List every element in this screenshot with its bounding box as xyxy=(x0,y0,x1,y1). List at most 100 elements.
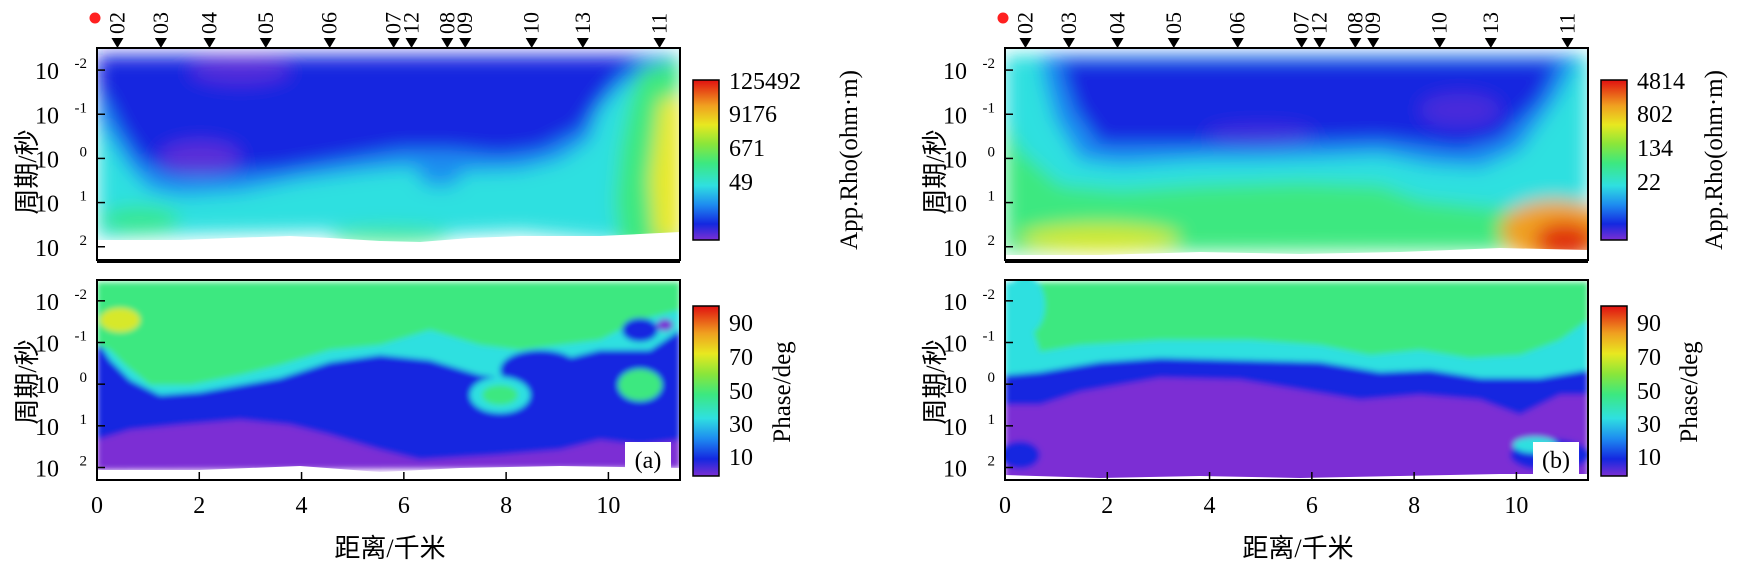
phase-y-tick-exp-b-4: 2 xyxy=(988,454,996,470)
phase-colorbar-tick-b-3: 30 xyxy=(1637,412,1661,438)
station-label-a-12: 12 xyxy=(399,12,424,34)
station-label-a-03: 03 xyxy=(148,12,173,34)
rho-colorbar-tick-b-1: 802 xyxy=(1637,102,1673,128)
station-marker-b-12 xyxy=(1313,38,1326,48)
x-tick-label-b-3: 6 xyxy=(1306,493,1318,519)
phase-y-tick-label-a-2: 10 xyxy=(35,373,59,399)
station-label-b-13: 13 xyxy=(1478,12,1503,34)
station-marker-b-13 xyxy=(1484,38,1497,48)
station-marker-a-06 xyxy=(323,38,336,48)
rho-y-tick-label-a-2: 10 xyxy=(35,147,59,173)
x-axis-b: 0 2 4 6 8 10 xyxy=(999,472,1528,519)
rho-y-tick-label-b-2: 10 xyxy=(943,147,967,173)
station-label-b-09: 09 xyxy=(1360,12,1385,34)
station-marker-a-13 xyxy=(576,38,589,48)
station-marker-a-11 xyxy=(653,38,666,48)
station-marker-a-05 xyxy=(259,38,272,48)
phase-y-tick-exp-a-3: 1 xyxy=(80,412,88,428)
phase-y-tick-label-b-3: 10 xyxy=(943,415,967,441)
station-label-a-04: 04 xyxy=(197,12,222,34)
x-tick-label-b-1: 2 xyxy=(1101,493,1113,519)
station-label-a-06: 06 xyxy=(317,12,342,34)
rho-y-tick-exp-b-1: -1 xyxy=(983,100,996,116)
x-tick-label-a-5: 10 xyxy=(596,493,620,519)
rho-y-tick-exp-a-1: -1 xyxy=(75,100,88,116)
panel-label-b: (b) xyxy=(1542,448,1570,474)
rho-y-tick-exp-a-2: 0 xyxy=(80,144,88,160)
station-marker-b-04 xyxy=(1111,38,1124,48)
station-label-a-07: 07 xyxy=(381,12,406,34)
phase-colorbar-b xyxy=(1600,305,1628,477)
rho-y-tick-label-a-1: 10 xyxy=(35,103,59,129)
rho-frame-a xyxy=(96,47,681,261)
station-label-b-11: 11 xyxy=(1555,13,1580,34)
rho-y-tick-label-b-4: 10 xyxy=(943,236,967,262)
phase-y-tick-exp-a-2: 0 xyxy=(80,370,88,386)
x-tick-label-b-4: 8 xyxy=(1408,493,1420,519)
phase-colorbar-tick-b-1: 70 xyxy=(1637,345,1661,371)
station-label-a-13: 13 xyxy=(570,12,595,34)
station-label-b-05: 05 xyxy=(1161,12,1186,34)
phase-y-tick-exp-b-2: 0 xyxy=(988,370,996,386)
station-label-b-02: 02 xyxy=(1012,12,1037,34)
y-axis-phase-a: 10 -2 10 -1 10 0 10 1 10 2 xyxy=(35,287,105,483)
phase-y-tick-exp-b-0: -2 xyxy=(983,287,996,303)
x-label-b: 距离/千米 xyxy=(1242,534,1353,563)
rho-colorbar-a xyxy=(692,79,720,241)
rho-section-b xyxy=(1005,48,1588,260)
station-label-b-06: 06 xyxy=(1225,12,1250,34)
rho-colorbar-ticks-a: 125492 9176 671 49 xyxy=(729,69,801,196)
rho-colorbar-ticks-b: 4814 802 134 22 xyxy=(1637,69,1685,196)
station-marker-b-08 xyxy=(1349,38,1362,48)
rho-colorbar-tick-b-3: 22 xyxy=(1637,170,1661,196)
phase-colorbar-tick-a-1: 70 xyxy=(729,345,753,371)
station-marker-a-07 xyxy=(387,38,400,48)
station-label-b-07: 07 xyxy=(1289,12,1314,34)
y-label-top-b: 周期/秒 xyxy=(921,129,950,214)
phase-colorbar-tick-a-3: 30 xyxy=(729,412,753,438)
x-tick-label-b-2: 4 xyxy=(1204,493,1216,519)
rho-y-tick-exp-a-4: 2 xyxy=(80,233,88,249)
rho-y-tick-exp-a-3: 1 xyxy=(80,189,88,205)
phase-colorbar-tick-b-0: 90 xyxy=(1637,311,1661,337)
rho-y-tick-exp-b-0: -2 xyxy=(983,56,996,72)
station-label-a-02: 02 xyxy=(104,12,129,34)
rho-section-a xyxy=(97,48,680,260)
rho-y-tick-exp-b-4: 2 xyxy=(988,233,996,249)
x-label-a: 距离/千米 xyxy=(334,534,445,563)
rho-colorbar-tick-b-0: 4814 xyxy=(1637,69,1685,95)
phase-y-tick-exp-a-1: -1 xyxy=(75,329,88,345)
rho-colorbar-tick-a-0: 125492 xyxy=(729,69,801,95)
rho-y-tick-exp-a-0: -2 xyxy=(75,56,88,72)
panel-label-a: (a) xyxy=(635,448,662,474)
rho-colorbar-label-a: App.Rho(ohm·m) xyxy=(836,70,863,250)
rho-frame-b xyxy=(1004,47,1589,261)
station-dot-a xyxy=(89,12,101,24)
station-marker-b-03 xyxy=(1062,38,1075,48)
rho-colorbar-tick-a-3: 49 xyxy=(729,170,753,196)
station-marker-a-04 xyxy=(203,38,216,48)
station-label-a-11: 11 xyxy=(647,13,672,34)
phase-colorbar-tick-a-0: 90 xyxy=(729,311,753,337)
phase-y-tick-label-b-1: 10 xyxy=(943,332,967,358)
station-marker-b-09 xyxy=(1367,38,1380,48)
y-label-bottom-a: 周期/秒 xyxy=(13,339,42,424)
rho-colorbar-label-b: App.Rho(ohm·m) xyxy=(1701,70,1728,250)
phase-y-tick-exp-b-3: 1 xyxy=(988,412,996,428)
rho-colorbar-tick-a-1: 9176 xyxy=(729,102,777,128)
rho-colorbar-b xyxy=(1600,79,1628,241)
y-axis-rho-b: 10 -2 10 -1 10 0 10 1 10 2 xyxy=(943,56,1013,262)
station-label-a-10: 10 xyxy=(519,12,544,34)
x-axis-a: 0 2 4 6 8 10 xyxy=(91,472,620,519)
phase-section-b xyxy=(1005,280,1588,480)
station-label-b-12: 12 xyxy=(1307,12,1332,34)
x-tick-label-b-0: 0 xyxy=(999,493,1011,519)
station-label-b-03: 03 xyxy=(1056,12,1081,34)
x-tick-label-a-0: 0 xyxy=(91,493,103,519)
station-marker-b-11 xyxy=(1561,38,1574,48)
station-dot-b xyxy=(997,12,1009,24)
station-marker-b-06 xyxy=(1231,38,1244,48)
panel-label-box-a: (a) xyxy=(625,442,671,476)
